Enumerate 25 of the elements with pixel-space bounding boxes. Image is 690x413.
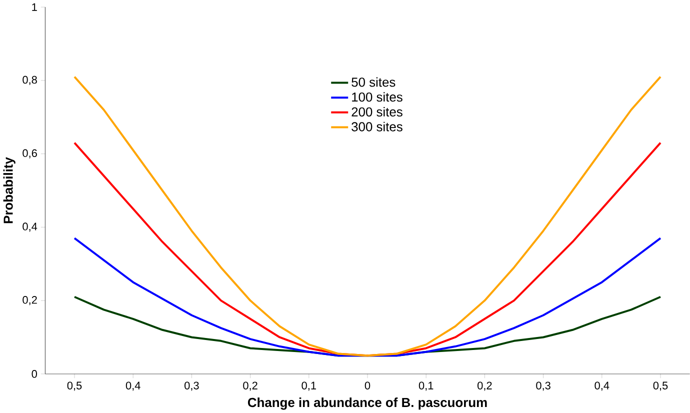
x-tick-label: 0,4 bbox=[126, 382, 140, 391]
legend-label: 100 sites bbox=[352, 92, 402, 102]
x-tick-label: 0 bbox=[364, 382, 370, 390]
y-tick-label: 0,8 bbox=[22, 76, 37, 85]
x-tick-label: 0,2 bbox=[243, 382, 258, 391]
y-tick-label: 0,6 bbox=[22, 149, 37, 158]
legend-label: 300 sites bbox=[352, 122, 402, 132]
x-tick-label: 0,4 bbox=[594, 382, 610, 391]
line-series bbox=[74, 142, 662, 357]
x-tick-label: 0,5 bbox=[653, 382, 668, 391]
y-tick-label: 0,2 bbox=[22, 296, 37, 306]
legend-label: 50 sites bbox=[352, 77, 396, 87]
y-axis-title: Probability bbox=[3, 157, 16, 224]
line-series bbox=[74, 76, 662, 357]
x-tick-label: 0,5 bbox=[67, 382, 82, 391]
x-tick-label: 0,3 bbox=[536, 382, 550, 391]
x-tick-label: 0,3 bbox=[184, 382, 199, 391]
x-tick-label: 0,2 bbox=[478, 382, 492, 391]
x-tick-label: 0,1 bbox=[302, 382, 316, 391]
y-tick-label: 0 bbox=[32, 370, 37, 378]
legend-label: 200 sites bbox=[352, 106, 402, 116]
x-axis-title: Change in abundance of B. pascuorum bbox=[248, 398, 487, 410]
y-tick-label: 1 bbox=[32, 3, 37, 11]
x-tick-label: 0,1 bbox=[418, 382, 434, 391]
y-tick-label: 0,4 bbox=[22, 222, 38, 232]
